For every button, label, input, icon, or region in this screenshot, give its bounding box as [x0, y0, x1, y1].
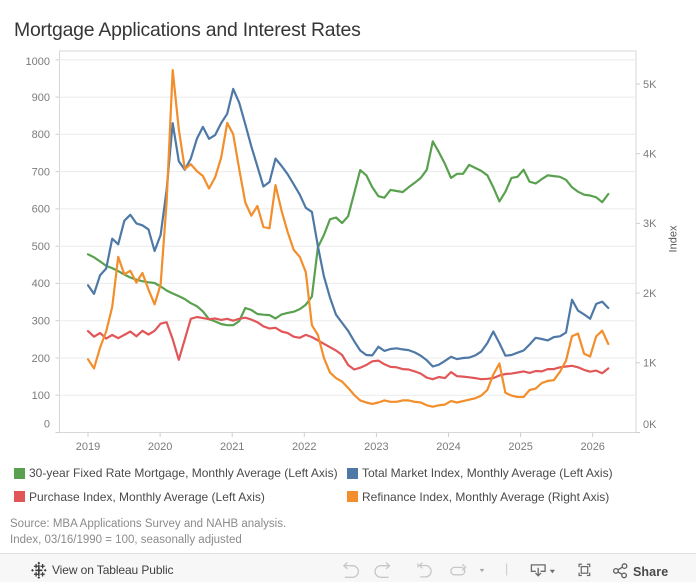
- svg-text:2021: 2021: [220, 441, 244, 453]
- svg-text:300: 300: [32, 316, 50, 328]
- svg-text:600: 600: [32, 204, 50, 216]
- svg-text:200: 200: [32, 353, 50, 365]
- svg-text:2026: 2026: [580, 441, 604, 453]
- svg-text:2023: 2023: [364, 441, 388, 453]
- svg-text:2K: 2K: [643, 288, 657, 300]
- svg-text:2024: 2024: [436, 441, 460, 453]
- svg-text:700: 700: [32, 166, 50, 178]
- svg-text:2019: 2019: [76, 441, 100, 453]
- svg-text:500: 500: [32, 241, 50, 253]
- svg-text:Index: Index: [668, 225, 680, 252]
- svg-text:2020: 2020: [148, 441, 172, 453]
- svg-text:400: 400: [32, 278, 50, 290]
- svg-text:0K: 0K: [643, 419, 657, 431]
- svg-text:2025: 2025: [508, 441, 532, 453]
- svg-text:1000: 1000: [26, 56, 50, 68]
- svg-text:0: 0: [44, 418, 50, 430]
- svg-text:2022: 2022: [292, 441, 316, 453]
- svg-text:3K: 3K: [643, 218, 657, 230]
- svg-text:5K: 5K: [643, 79, 657, 91]
- svg-text:100: 100: [32, 390, 50, 402]
- svg-text:900: 900: [32, 92, 50, 104]
- svg-text:800: 800: [32, 129, 50, 141]
- svg-text:1K: 1K: [643, 358, 657, 370]
- svg-text:4K: 4K: [643, 149, 657, 161]
